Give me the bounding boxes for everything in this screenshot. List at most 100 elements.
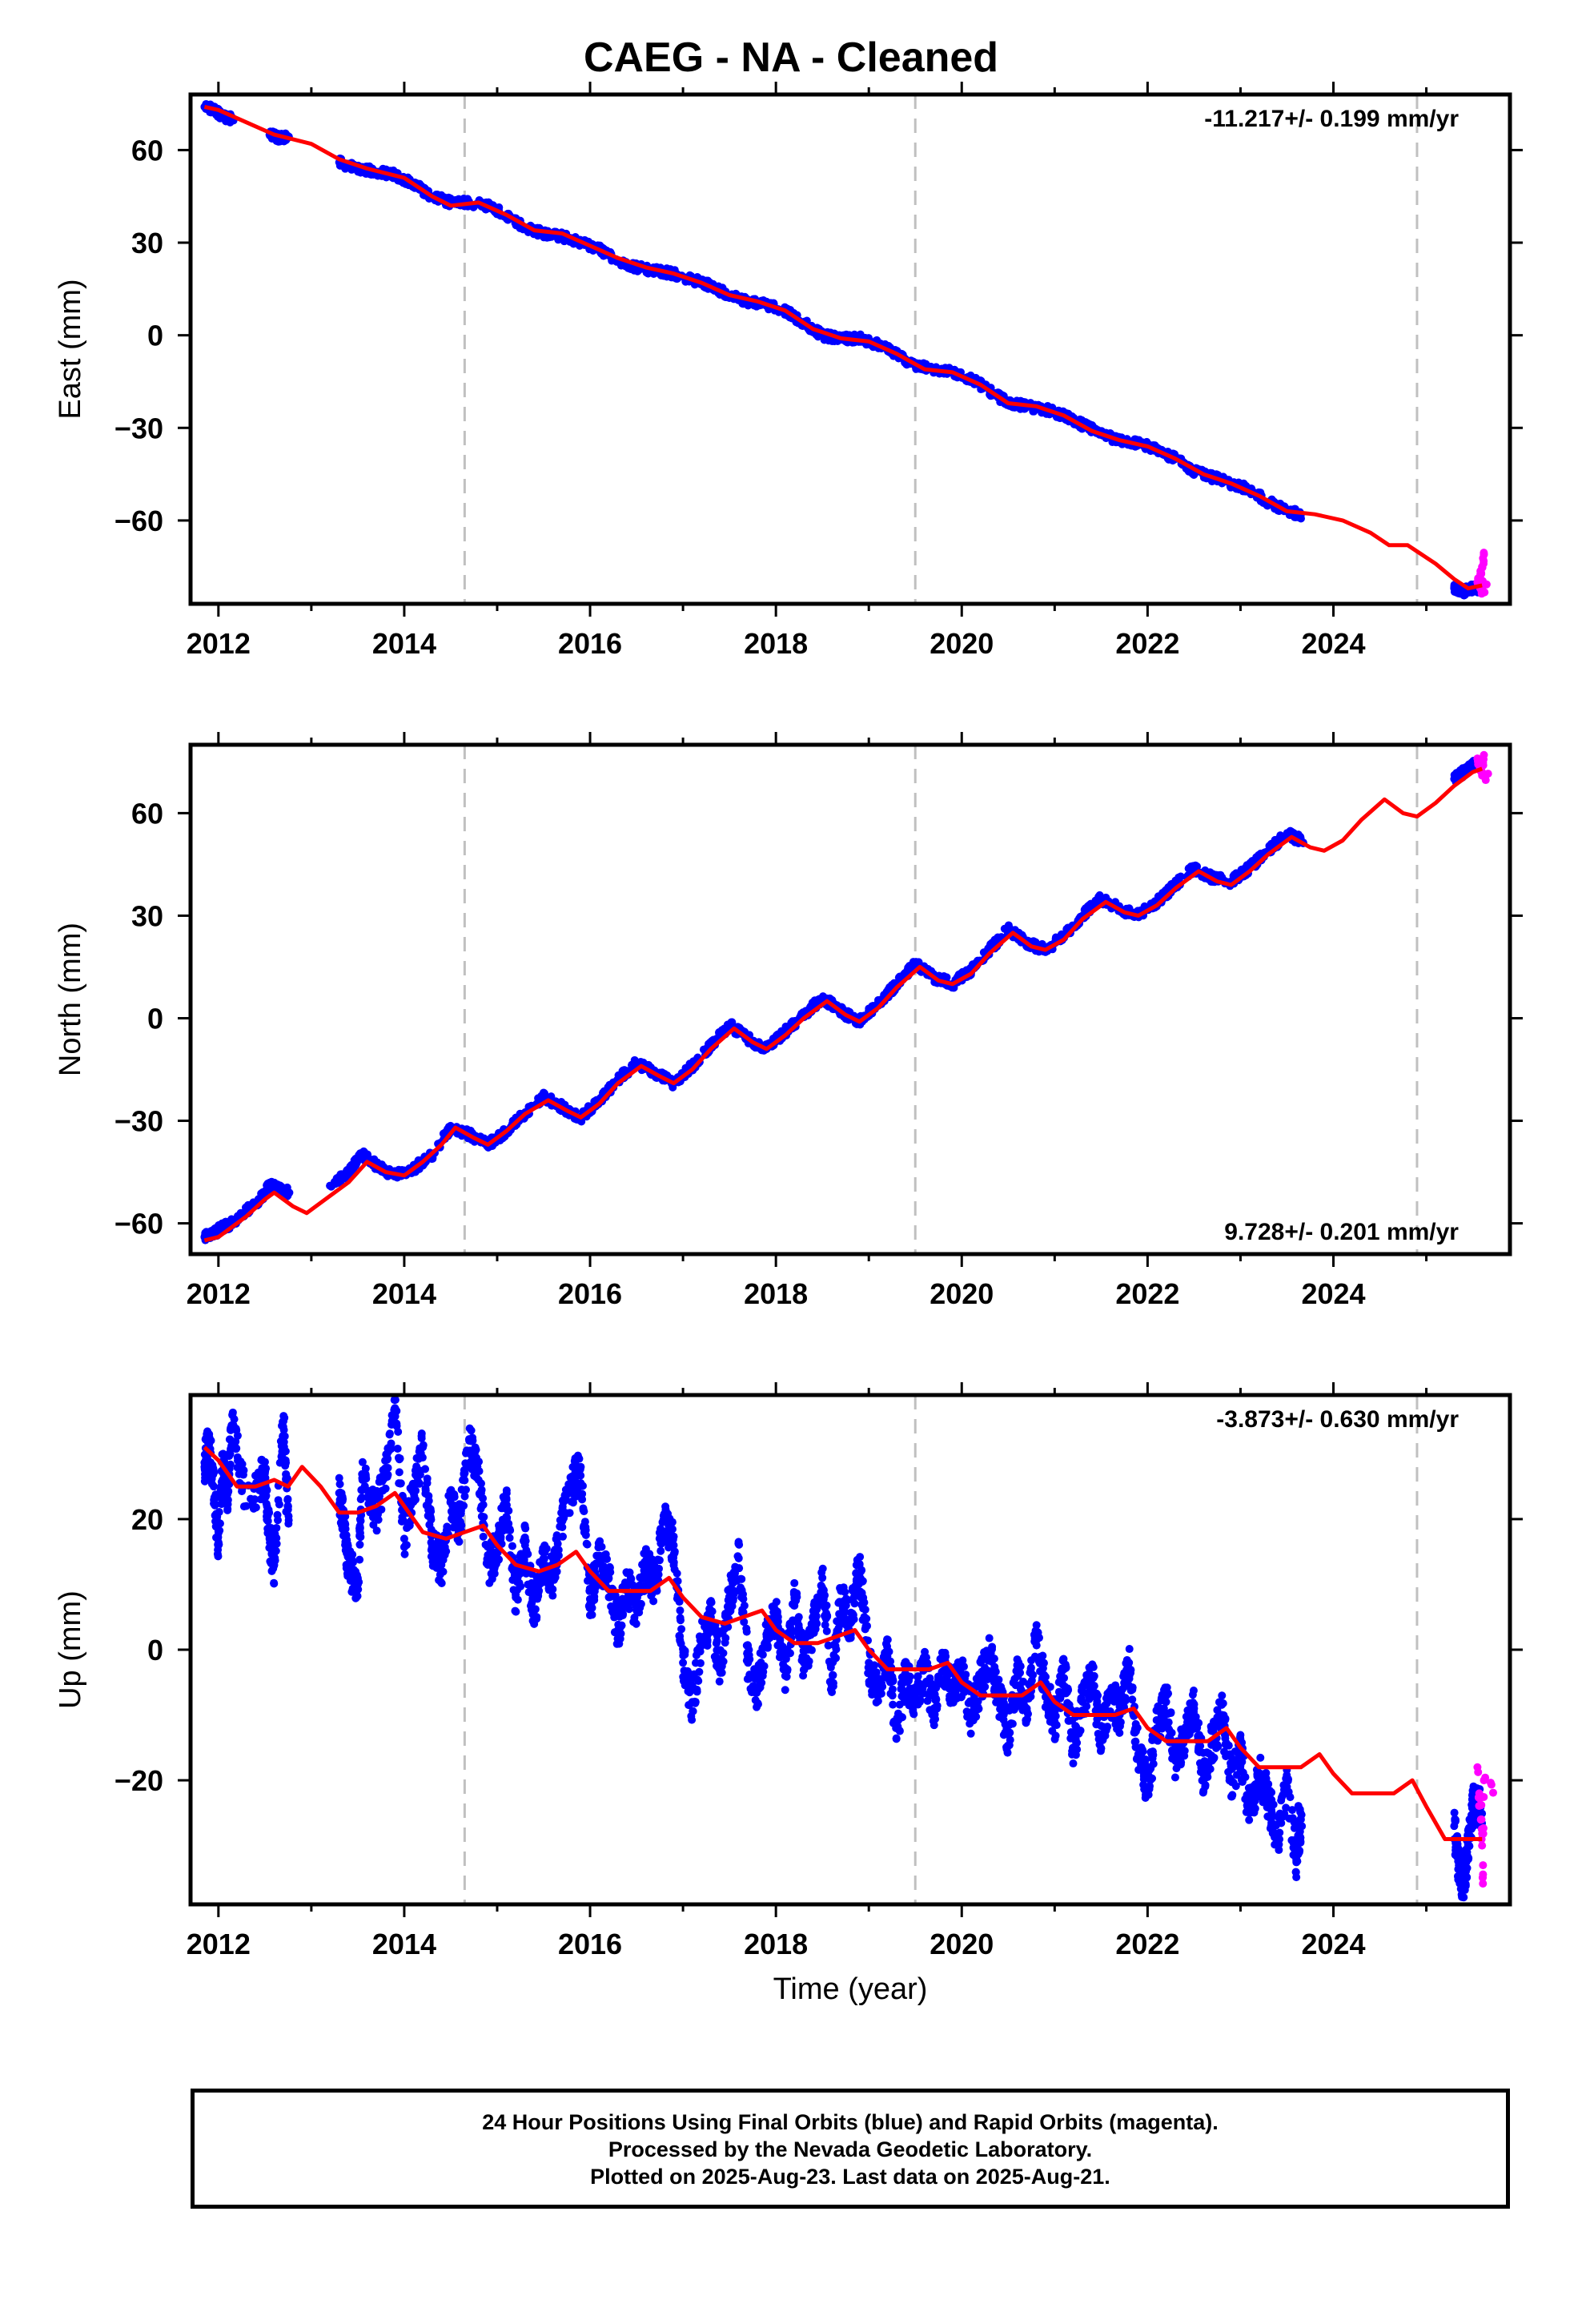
panel-frame <box>188 92 1512 606</box>
final-point <box>495 1521 504 1530</box>
final-point <box>395 1468 404 1477</box>
final-point <box>541 1575 550 1584</box>
final-point <box>1083 902 1092 911</box>
final-point <box>361 1464 370 1473</box>
final-point <box>608 256 616 265</box>
final-point <box>476 1489 485 1498</box>
final-point <box>217 1500 226 1509</box>
y-tick-label: 0 <box>147 320 163 352</box>
final-point <box>448 1502 457 1510</box>
final-point <box>413 1477 422 1486</box>
final-point <box>693 1687 701 1696</box>
final-point <box>630 1618 639 1626</box>
final-point <box>239 1470 247 1479</box>
final-point <box>1051 935 1060 943</box>
x-tick-label: 2016 <box>558 1277 622 1310</box>
final-point <box>579 1504 588 1513</box>
final-point <box>404 1518 412 1527</box>
final-point <box>281 1462 290 1470</box>
final-point <box>1154 892 1162 901</box>
final-point <box>968 960 977 969</box>
final-point <box>250 1502 259 1511</box>
final-point <box>568 1462 577 1471</box>
final-point <box>215 1508 223 1517</box>
final-point <box>486 1545 495 1554</box>
x-tick-label: 2012 <box>187 627 251 660</box>
final-point <box>335 1498 344 1506</box>
final-point <box>479 1532 488 1541</box>
final-point <box>576 1462 585 1471</box>
final-point <box>261 1474 270 1482</box>
final-point <box>335 1480 344 1489</box>
final-point <box>669 1541 678 1550</box>
final-point <box>522 1549 531 1558</box>
final-point <box>1215 870 1224 879</box>
final-point <box>400 1534 408 1543</box>
final-point <box>668 1525 677 1534</box>
final-point <box>558 1532 567 1541</box>
x-tick-label: 2012 <box>187 1277 251 1310</box>
final-point <box>210 1499 219 1508</box>
final-point <box>540 233 548 242</box>
final-point <box>282 1470 291 1479</box>
final-point <box>695 1667 704 1676</box>
final-point <box>583 1540 592 1549</box>
final-point <box>219 1222 228 1231</box>
final-point <box>424 1511 432 1520</box>
final-point <box>456 1510 465 1518</box>
final-point <box>440 1550 449 1559</box>
rate-label: -11.217+/- 0.199 mm/yr <box>1204 106 1459 132</box>
final-point <box>425 1520 434 1529</box>
final-point <box>521 1537 530 1546</box>
final-point <box>475 1467 484 1476</box>
final-point <box>708 1607 717 1616</box>
y-tick-label: −60 <box>114 505 163 537</box>
final-point <box>472 1445 480 1454</box>
x-tick-label: 2016 <box>558 627 622 660</box>
final-point <box>348 1556 357 1565</box>
final-point <box>263 1486 271 1494</box>
x-tick-label: 2020 <box>930 1277 994 1310</box>
chart-title: CAEG - NA - Cleaned <box>583 34 999 81</box>
final-point <box>495 1555 504 1564</box>
final-point <box>1453 772 1462 781</box>
model-line <box>203 766 1484 1243</box>
final-point <box>210 1468 219 1477</box>
final-point <box>205 1437 214 1446</box>
final-point <box>958 967 967 976</box>
x-tick-label: 2020 <box>930 627 994 660</box>
final-point <box>459 1476 468 1485</box>
y-tick-label: 30 <box>131 899 163 932</box>
final-point <box>644 1553 653 1562</box>
final-point <box>374 1515 383 1524</box>
final-point <box>620 1066 628 1075</box>
final-point <box>508 1542 516 1550</box>
final-point <box>575 1454 584 1463</box>
rapid-point <box>1480 557 1488 565</box>
final-point <box>540 1554 548 1563</box>
final-point <box>457 1486 466 1494</box>
final-point <box>1460 766 1468 775</box>
final-point <box>361 1152 370 1161</box>
final-point <box>393 1444 402 1453</box>
final-point <box>532 1613 541 1622</box>
final-point <box>1287 827 1296 836</box>
final-point <box>711 1628 720 1637</box>
final-point <box>243 1200 252 1209</box>
y-tick-label: 0 <box>147 1002 163 1035</box>
x-tick-label: 2014 <box>372 627 436 660</box>
final-point <box>271 1530 279 1538</box>
final-point <box>701 1622 709 1631</box>
final-point <box>456 1518 465 1526</box>
final-point <box>279 1425 288 1434</box>
final-point <box>335 1474 343 1482</box>
final-point <box>351 1594 360 1602</box>
final-point <box>715 1677 724 1686</box>
final-point <box>690 1697 699 1706</box>
final-point <box>673 1569 681 1578</box>
final-point <box>341 164 350 173</box>
final-point <box>505 1534 514 1542</box>
final-point <box>512 1607 520 1616</box>
final-point <box>513 1586 522 1594</box>
final-point <box>341 1520 350 1529</box>
